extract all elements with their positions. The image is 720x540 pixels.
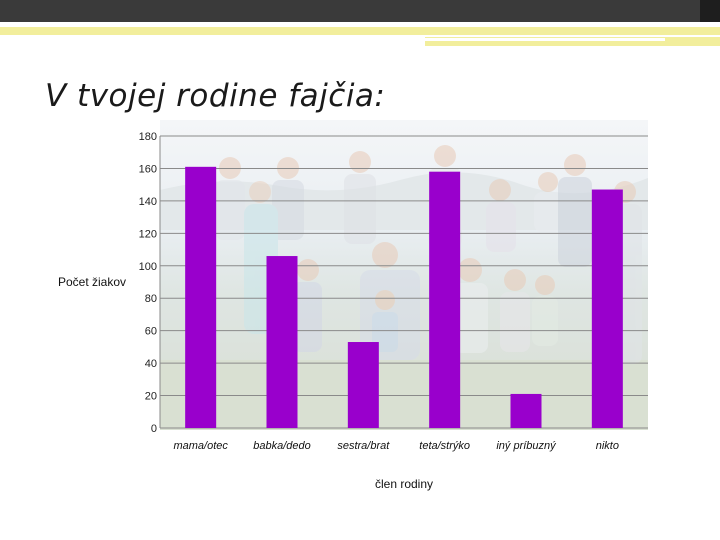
slide-title: V tvojej rodine fajčia: [45,78,386,114]
x-axis-ticks: mama/otec babka/dedo sestra/brat teta/strýk… [173,440,619,452]
bars [185,166,623,429]
y-tick-label: 0 [151,423,157,435]
y-tick-label: 180 [139,131,157,143]
y-tick-label: 140 [139,196,157,208]
bar [347,342,379,428]
gridlines [159,135,648,429]
y-axis-ticks: 0 20 40 60 80 100 120 140 160 180 [139,131,157,435]
bar [185,166,217,429]
y-tick-label: 40 [145,358,157,370]
bar [510,393,542,428]
y-tick-label: 20 [145,391,157,403]
x-axis-title: člen rodiny [375,477,433,491]
bar [591,189,623,428]
accent-line [0,27,720,35]
x-tick-label: teta/strýko [419,440,470,452]
y-tick-label: 160 [139,163,157,175]
x-tick-label: babka/dedo [253,440,311,452]
top-bar-cap [700,0,720,22]
accent-line-highlight [425,38,665,41]
top-bar [0,0,720,22]
y-tick-label: 80 [145,293,157,305]
family-photo-background [160,120,648,430]
x-tick-label: sestra/brat [337,440,390,452]
bar [429,171,461,428]
accent-line-secondary [425,37,720,46]
x-tick-label: iný príbuzný [496,440,557,452]
x-tick-label: mama/otec [173,440,228,452]
bar [266,256,298,428]
y-axis-title: Počet žiakov [58,275,126,289]
y-tick-label: 60 [145,326,157,338]
x-tick-label: nikto [596,440,619,452]
y-tick-label: 100 [139,261,157,273]
y-tick-label: 120 [139,228,157,240]
